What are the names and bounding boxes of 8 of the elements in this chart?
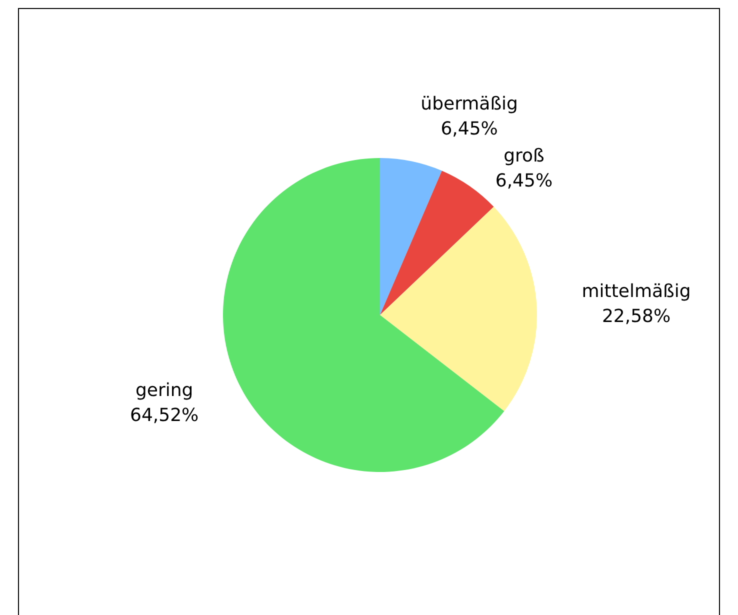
data-label: 64,52% (130, 405, 199, 426)
slice-label: gering (135, 380, 194, 402)
slice-label: groß (504, 145, 544, 166)
slice-label: übermäßig (420, 93, 518, 114)
slice-label: mittelmäßig (582, 280, 691, 302)
data-label: 22,58% (602, 306, 671, 327)
data-label: 6,45% (440, 118, 498, 140)
data-label: 6,45% (495, 170, 553, 192)
